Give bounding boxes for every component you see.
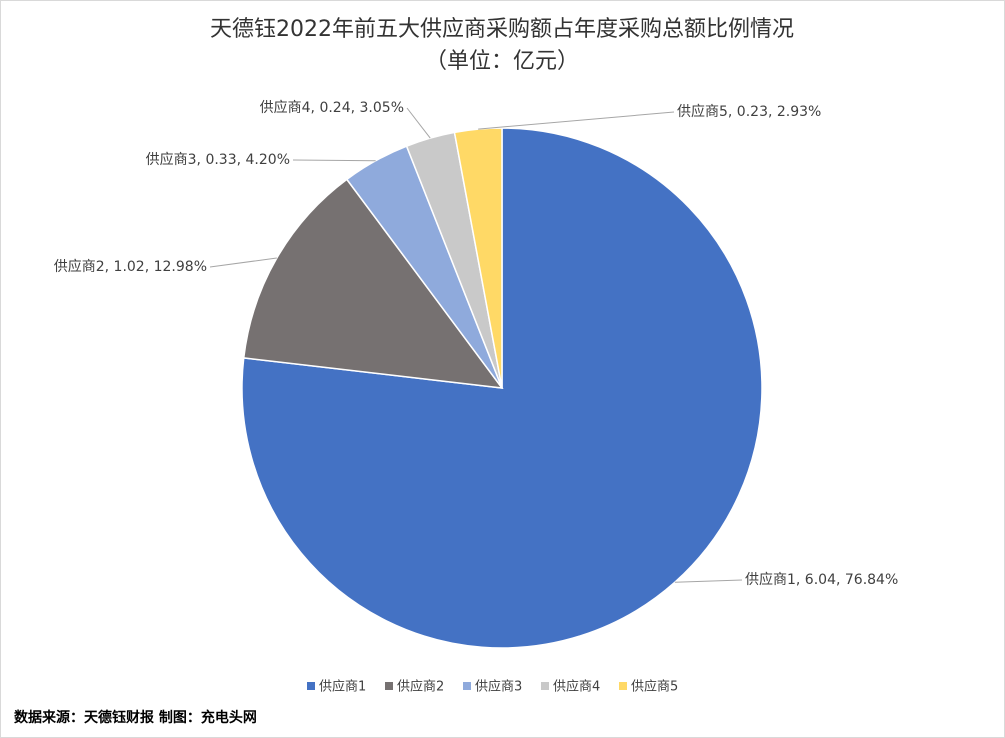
data-label: 供应商5, 0.23, 2.93% bbox=[677, 103, 821, 120]
leader-line bbox=[406, 107, 431, 139]
legend-swatch bbox=[619, 682, 627, 690]
chart-title: 天德钰2022年前五大供应商采购额占年度采购总额比例情况 bbox=[210, 17, 794, 42]
data-label: 供应商3, 0.33, 4.20% bbox=[146, 151, 290, 168]
legend-label: 供应商5 bbox=[631, 679, 678, 695]
legend-label: 供应商1 bbox=[319, 679, 366, 695]
leader-line bbox=[478, 111, 675, 130]
source-note: 数据来源：天德钰财报 制图：充电头网 bbox=[14, 709, 257, 726]
legend-swatch bbox=[385, 682, 393, 690]
data-label: 供应商2, 1.02, 12.98% bbox=[54, 258, 207, 275]
leader-line bbox=[292, 159, 376, 162]
data-label: 供应商4, 0.24, 3.05% bbox=[260, 99, 404, 116]
legend-swatch bbox=[307, 682, 315, 690]
legend-label: 供应商3 bbox=[475, 679, 522, 695]
legend-swatch bbox=[541, 682, 549, 690]
data-label: 供应商1, 6.04, 76.84% bbox=[745, 571, 898, 588]
legend-swatch bbox=[463, 682, 471, 690]
leader-line bbox=[209, 257, 277, 268]
legend-label: 供应商4 bbox=[553, 679, 600, 695]
leader-line bbox=[674, 579, 743, 583]
legend-label: 供应商2 bbox=[397, 679, 444, 695]
chart-subtitle: （单位：亿元） bbox=[425, 49, 579, 74]
